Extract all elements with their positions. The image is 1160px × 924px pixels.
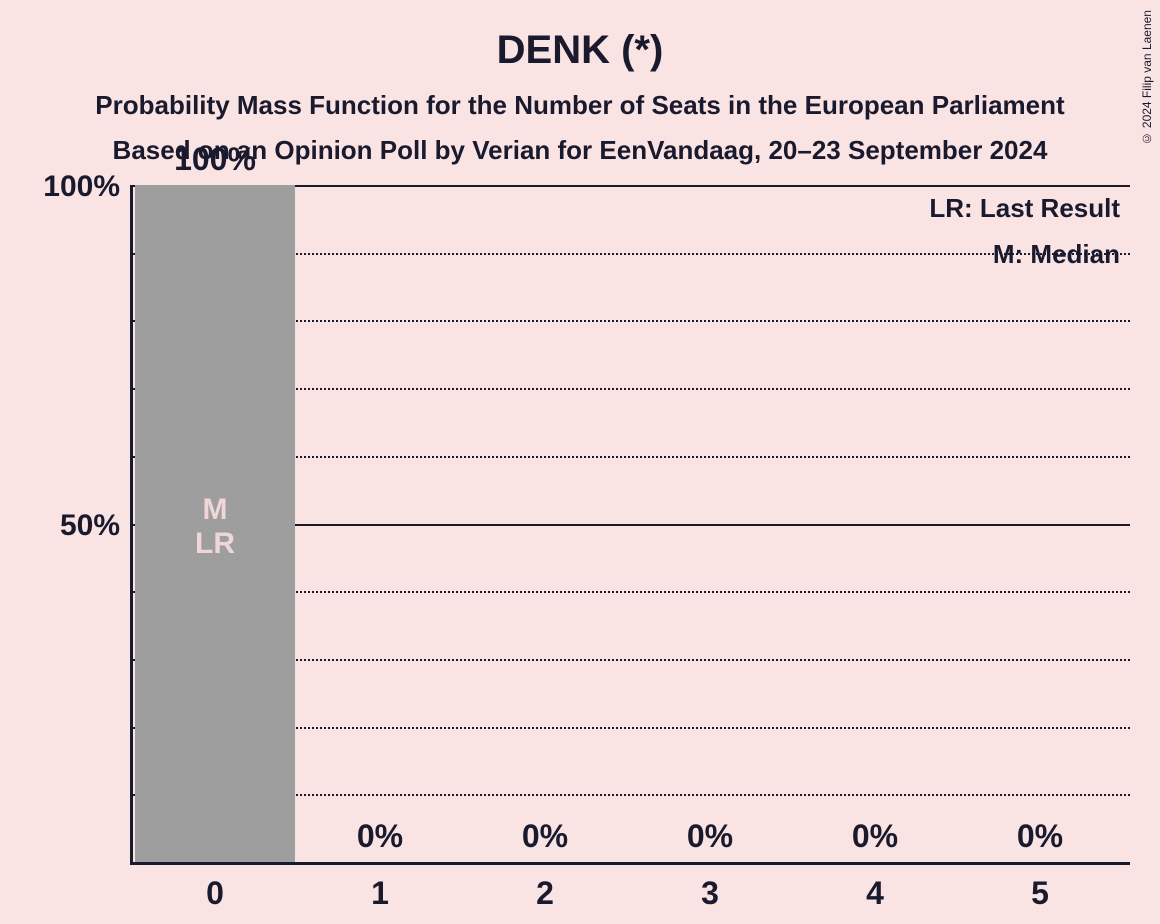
bar-value-label: 100% <box>135 141 295 178</box>
legend-last-result: LR: Last Result <box>929 193 1120 224</box>
x-tick-label: 5 <box>960 875 1120 912</box>
x-tick-label: 2 <box>465 875 625 912</box>
bar-value-label: 0% <box>630 818 790 855</box>
chart-title: DENK (*) <box>0 28 1160 73</box>
y-tick-label: 50% <box>0 509 120 543</box>
bar-median-lr-label: MLR <box>135 493 295 562</box>
plot-area: LR: Last Result M: Median 50%100%100%00%… <box>130 185 1130 865</box>
chart-subtitle-1: Probability Mass Function for the Number… <box>0 90 1160 121</box>
pmf-bar-chart: LR: Last Result M: Median 50%100%100%00%… <box>130 185 1130 865</box>
x-axis-line <box>130 862 1130 865</box>
x-tick-label: 0 <box>135 875 295 912</box>
x-tick-label: 3 <box>630 875 790 912</box>
x-tick-label: 1 <box>300 875 460 912</box>
bar-value-label: 0% <box>960 818 1120 855</box>
y-tick-label: 100% <box>0 170 120 204</box>
x-tick-label: 4 <box>795 875 955 912</box>
copyright-text: © 2024 Filip van Laenen <box>1140 10 1154 145</box>
bar-value-label: 0% <box>465 818 625 855</box>
bar-value-label: 0% <box>300 818 460 855</box>
bar-value-label: 0% <box>795 818 955 855</box>
